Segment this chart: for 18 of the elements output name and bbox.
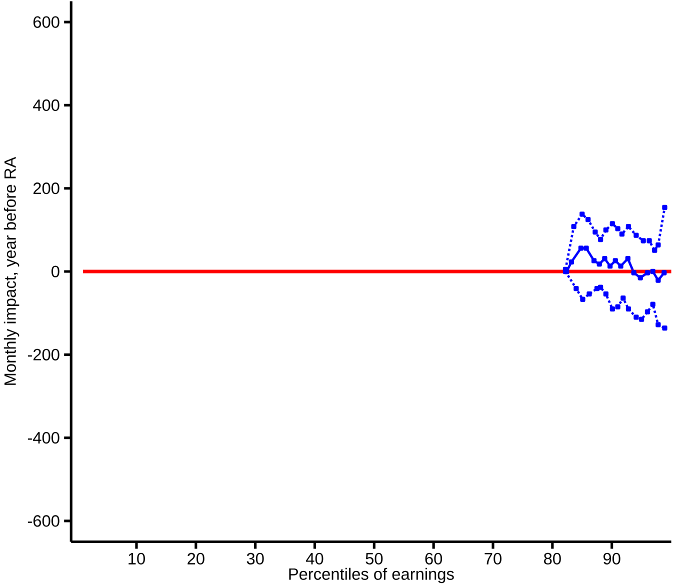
x-tick-label: 30 [246, 552, 264, 564]
y-axis-title: Monthly impact, year before RA [4, 156, 20, 385]
x-tick-label: 70 [484, 552, 502, 564]
x-tick-label: 40 [306, 552, 324, 564]
y-tick-label: 600 [33, 16, 60, 28]
y-tick-label: -400 [28, 432, 60, 444]
y-tick-label: -600 [28, 515, 60, 527]
y-tick-label: 200 [33, 182, 60, 194]
y-tick-label: -200 [28, 348, 60, 360]
x-tick-label: 80 [544, 552, 561, 564]
x-tick-label: 60 [425, 552, 442, 564]
x-axis-title: Percentiles of earnings [289, 568, 454, 584]
x-tick-label: 50 [366, 552, 383, 564]
x-tick-label: 10 [128, 552, 145, 564]
y-tick-label: 400 [33, 99, 60, 112]
x-tick-label: 20 [188, 552, 204, 564]
y-tick-label: 0 [52, 266, 60, 278]
x-tick-label: 90 [603, 552, 620, 564]
